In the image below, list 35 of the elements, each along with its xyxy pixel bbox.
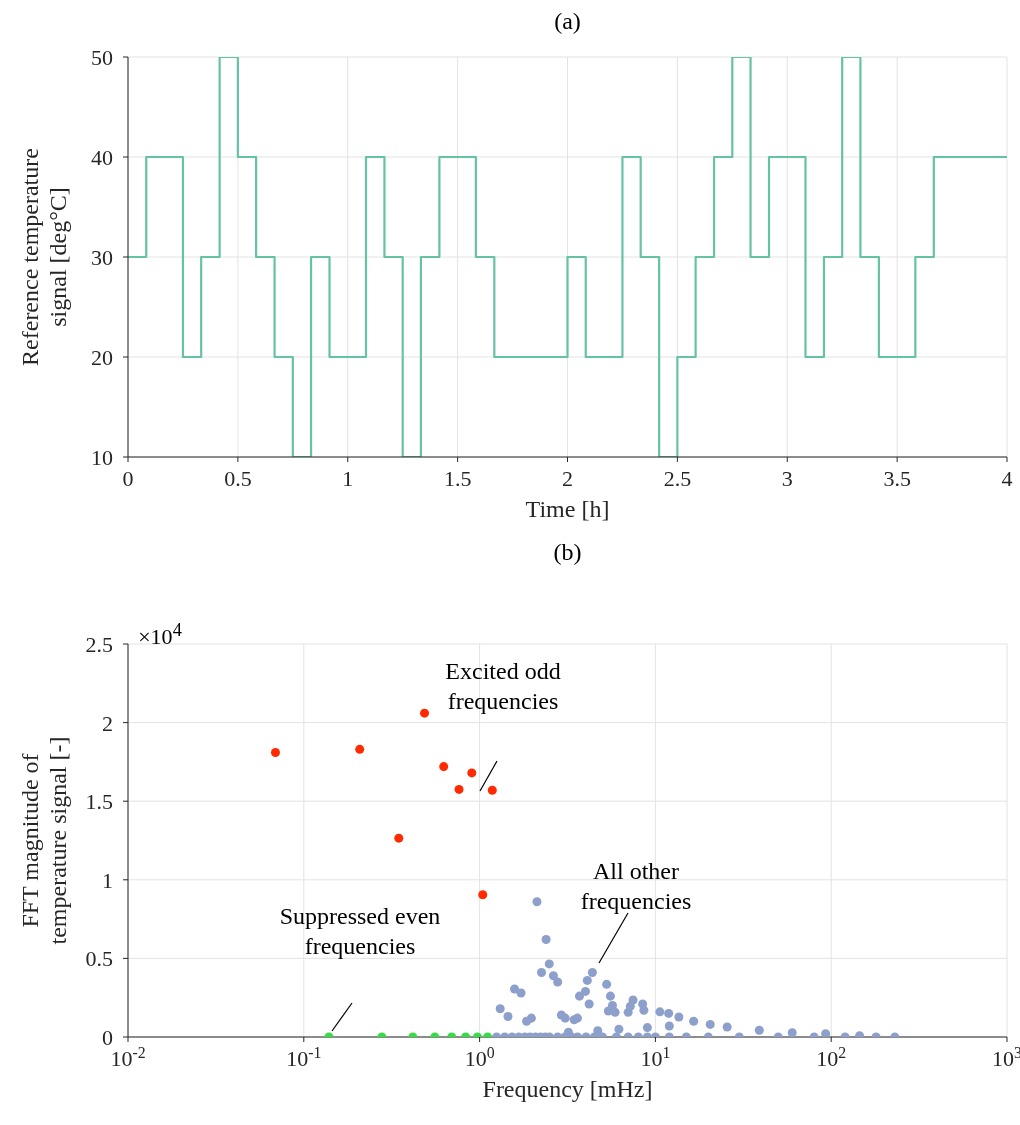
x-axis-title: Frequency [mHz] (482, 1076, 653, 1102)
y-tick-label: 20 (91, 345, 113, 370)
x-tick-label: 1 (342, 466, 354, 491)
x-tick-label: 10$^{-1}$ (286, 1043, 322, 1071)
x-axis-title: Time [h] (525, 496, 610, 522)
y-tick-label: 30 (91, 245, 113, 270)
chart-title: (a) (553, 8, 582, 35)
y-tick-label: 0 (102, 1025, 113, 1050)
y-tick-label: 0.5 (85, 946, 113, 972)
y-tick-label: 1.5 (85, 789, 113, 815)
x-tick-label: 3.5 (883, 466, 911, 491)
y-tick-label: 2.5 (85, 632, 113, 657)
annotation: Excited odd frequencies (444, 657, 562, 716)
x-tick-label: 2 (562, 466, 573, 491)
y-tick-label: 1 (102, 867, 113, 893)
chart-title: (b) (552, 539, 583, 566)
x-tick-label: 10$^{1}$ (640, 1043, 671, 1071)
y-tick-label: 50 (91, 45, 113, 70)
x-tick-label: 0.5 (224, 466, 252, 491)
x-tick-label: 2.5 (663, 466, 692, 491)
x-tick-label: 4 (1001, 466, 1013, 491)
annotation: All other frequencies (579, 857, 693, 916)
x-tick-label: 3 (781, 466, 793, 491)
y-tick-label: 10 (91, 445, 113, 470)
x-tick-label: 10$^{-2}$ (110, 1043, 146, 1071)
x-tick-label: 0 (122, 466, 134, 491)
annotation: ×10$^{4}$ (138, 620, 182, 650)
x-tick-label: 10$^{2}$ (816, 1043, 847, 1071)
y-axis-title: Reference temperature signal [deg°C] (17, 148, 71, 366)
y-tick-label: 2 (102, 710, 113, 736)
x-tick-label: 10$^{0}$ (464, 1043, 495, 1071)
y-tick-label: 40 (91, 145, 113, 170)
annotation: Suppressed even frequencies (278, 902, 442, 961)
x-tick-label: 1.5 (443, 466, 472, 491)
y-axis-title: FFT magnitude of temperature signal [-] (17, 736, 71, 945)
